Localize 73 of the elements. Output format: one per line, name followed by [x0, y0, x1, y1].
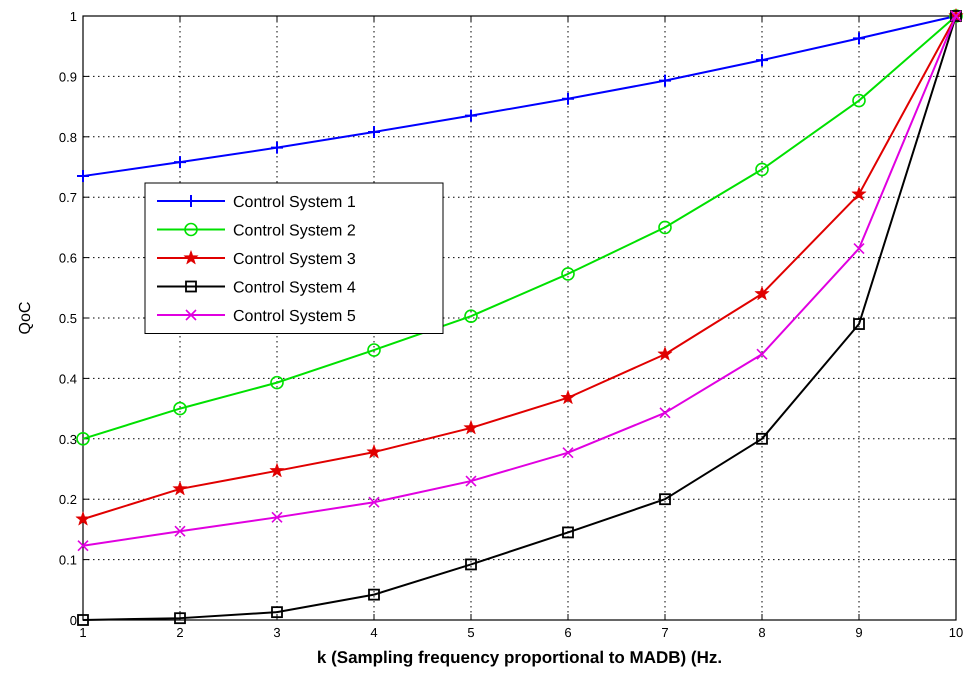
- point: [658, 74, 672, 88]
- point: [755, 162, 769, 176]
- x-tick-label: 3: [273, 625, 281, 640]
- x-tick-label: 1: [79, 625, 87, 640]
- legend-label: Control System 5: [233, 308, 356, 325]
- y-tick-label: 1: [70, 9, 77, 24]
- legend-label: Control System 2: [233, 222, 356, 240]
- point: [853, 318, 865, 330]
- point: [465, 558, 477, 570]
- point: [76, 432, 90, 446]
- point: [366, 444, 382, 458]
- point: [464, 108, 478, 123]
- point: [367, 343, 381, 357]
- y-tick-label: 0.4: [58, 371, 77, 386]
- point: [368, 496, 380, 508]
- point: [270, 376, 284, 390]
- point: [852, 31, 866, 46]
- point: [852, 186, 866, 200]
- point: [659, 493, 671, 506]
- point: [561, 267, 575, 281]
- point: [464, 420, 478, 434]
- x-tick-label: 10: [948, 625, 964, 640]
- point: [271, 606, 283, 618]
- legend-label: Control System 1: [233, 194, 356, 211]
- point: [77, 540, 89, 552]
- point: [76, 169, 90, 184]
- point: [754, 286, 770, 300]
- y-tick-label: 0.7: [58, 190, 77, 206]
- point: [562, 446, 574, 458]
- point: [464, 309, 478, 323]
- point: [756, 432, 768, 445]
- point: [755, 53, 769, 68]
- x-axis-title: k (Sampling frequency proportional to MADB) (Hz.: [316, 648, 722, 667]
- x-tick-label: 7: [661, 625, 669, 640]
- point: [561, 92, 575, 106]
- y-tick-label: 0.8: [58, 130, 77, 145]
- x-tick-label: 9: [855, 625, 863, 640]
- point: [368, 588, 380, 601]
- point: [270, 140, 284, 155]
- x-tick-label: 8: [758, 625, 766, 640]
- point: [271, 512, 283, 524]
- y-tick-label: 0.1: [58, 552, 77, 568]
- point: [270, 463, 284, 478]
- point: [465, 475, 477, 487]
- point: [76, 511, 90, 526]
- point: [658, 220, 672, 234]
- point: [560, 390, 576, 404]
- point: [658, 346, 672, 361]
- point: [174, 612, 186, 624]
- x-tick-label: 5: [467, 625, 475, 640]
- point: [367, 124, 381, 139]
- point: [853, 242, 865, 254]
- y-axis-title: QoC: [17, 302, 34, 334]
- x-tick-label: 4: [370, 625, 378, 640]
- y-tick-label: 0.5: [58, 311, 77, 326]
- y-tick-label: 0.9: [58, 69, 77, 84]
- y-tick-label: 0.2: [58, 492, 77, 508]
- point: [562, 526, 574, 538]
- x-tick-label: 6: [564, 625, 572, 640]
- point: [77, 614, 89, 626]
- point: [852, 94, 866, 108]
- y-tick-label: 0: [70, 613, 77, 628]
- legend-label: Control System 3: [233, 251, 356, 268]
- point: [172, 481, 188, 496]
- y-tick-label: 0.3: [58, 432, 77, 447]
- point: [756, 348, 768, 360]
- x-tick-label: 2: [176, 625, 184, 640]
- point: [659, 407, 671, 419]
- point: [173, 402, 187, 416]
- point: [173, 155, 187, 170]
- legend-label: Control System 4: [233, 280, 356, 296]
- point: [174, 525, 186, 538]
- y-tick-label: 0.6: [58, 250, 77, 266]
